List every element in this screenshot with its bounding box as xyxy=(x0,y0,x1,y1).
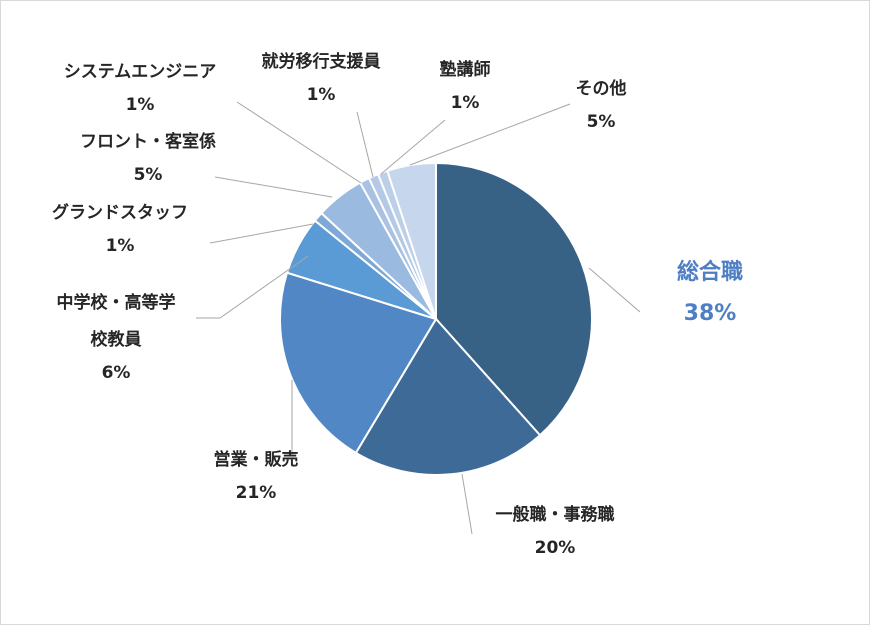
pie-slice xyxy=(354,317,542,476)
slice-category-label: システムエンジニア xyxy=(64,62,217,82)
leader-line xyxy=(236,101,362,184)
leader-line xyxy=(588,267,641,313)
slice-percent-label: 38% xyxy=(684,301,737,326)
pie-slices xyxy=(279,161,593,476)
pie-slice xyxy=(279,271,438,455)
slice-percent-label: 5% xyxy=(587,112,616,132)
slice-category-label: 総合職 xyxy=(677,259,743,285)
slice-category-label: 営業・販売 xyxy=(214,449,299,470)
slice-category-label: 中学校・高等学 xyxy=(57,292,176,313)
slice-category-label: 塾講師 xyxy=(440,59,491,80)
leader-line xyxy=(461,473,473,535)
slice-category-label: 一般職・事務職 xyxy=(496,504,615,525)
slice-category-label: グランドスタッフ xyxy=(52,202,188,223)
leader-line xyxy=(209,223,314,244)
leader-line xyxy=(196,255,309,319)
slice-percent-label: 6% xyxy=(102,363,131,383)
slice-category-label: 就労移行支援員 xyxy=(262,51,381,72)
slice-percent-label: 1% xyxy=(451,93,480,113)
leader-line xyxy=(380,119,446,175)
slice-percent-label: 1% xyxy=(307,85,336,105)
slice-percent-label: 21% xyxy=(236,483,277,503)
slice-percent-label: 1% xyxy=(126,95,155,115)
slice-category-label: 校教員 xyxy=(91,329,142,350)
slice-percent-label: 5% xyxy=(134,165,163,185)
leader-lines xyxy=(196,101,641,535)
leader-line xyxy=(214,176,333,198)
slice-percent-label: 20% xyxy=(535,538,576,558)
pie-slice xyxy=(386,161,437,320)
slice-category-label: その他 xyxy=(576,78,627,99)
slice-category-label: フロント・客室係 xyxy=(80,131,216,152)
slice-percent-label: 1% xyxy=(106,236,135,256)
leader-line xyxy=(356,111,374,178)
leader-line xyxy=(409,103,571,166)
pie-slice xyxy=(435,161,593,437)
